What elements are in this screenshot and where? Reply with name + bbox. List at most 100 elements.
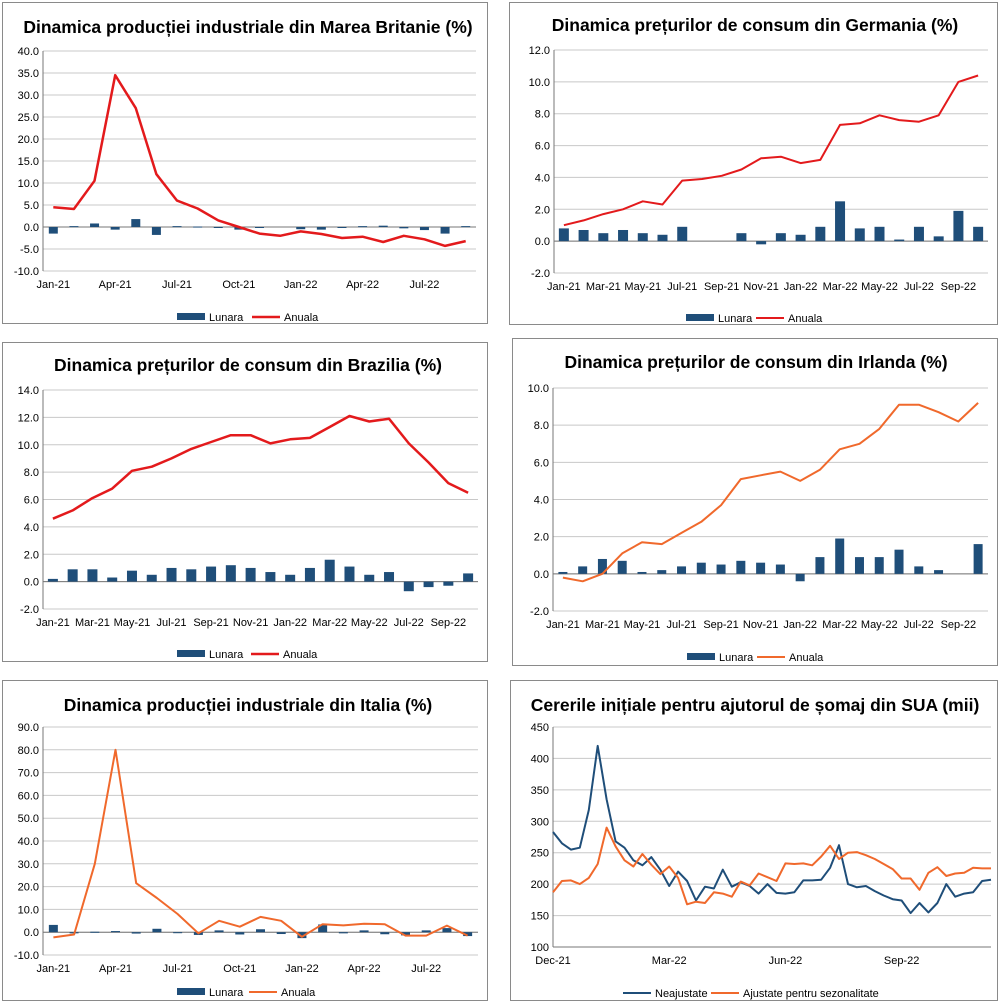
y-tick-label: 50.0: [18, 813, 39, 825]
x-tick-label: Apr-22: [346, 279, 379, 291]
y-tick-label: 10.0: [18, 178, 39, 190]
y-tick-label: 350: [531, 785, 549, 797]
series-line-anuala: [562, 402, 979, 583]
y-tick-label: 8.0: [534, 420, 549, 432]
legend-label-lunara: Lunara: [718, 313, 753, 325]
x-tick-label: Jan-21: [547, 281, 581, 293]
legend-swatch-lunara: [177, 313, 205, 320]
y-tick-label: 15.0: [18, 156, 39, 168]
legend-label-ajustate: Ajustate pentru sezonalitate: [743, 988, 879, 1000]
y-tick-label: -10.0: [14, 266, 39, 278]
bar: [597, 558, 607, 574]
y-tick-label: 4.0: [535, 172, 550, 184]
y-tick-label: 0.0: [535, 236, 550, 248]
x-tick-label: Jan-22: [284, 279, 318, 291]
y-tick-label: 2.0: [534, 532, 549, 544]
bar: [337, 227, 347, 228]
y-tick-label: 150: [531, 911, 549, 923]
bar: [657, 234, 668, 242]
x-tick-label: Jan-21: [36, 617, 70, 629]
series-line-ajustate: [552, 826, 991, 906]
x-tick-label: Jan-21: [36, 279, 70, 291]
bar: [245, 567, 256, 582]
bar: [90, 931, 100, 933]
bar: [214, 930, 224, 933]
bar: [835, 538, 845, 574]
x-tick-label: Mar-22: [823, 281, 858, 293]
bar: [440, 227, 450, 234]
bar: [234, 227, 244, 230]
y-tick-label: 70.0: [18, 768, 39, 780]
x-tick-label: Jul-21: [667, 619, 697, 631]
legend-label-anuala: Anuala: [788, 313, 823, 325]
bar: [637, 571, 647, 574]
bar: [894, 549, 904, 574]
x-tick-label: Jul-22: [904, 281, 934, 293]
y-tick-label: 2.0: [535, 204, 550, 216]
bar: [598, 233, 609, 242]
y-tick-label: 20.0: [18, 882, 39, 894]
bar: [265, 572, 276, 582]
y-tick-label: -10.0: [14, 950, 39, 962]
x-tick-label: Jul-22: [411, 963, 441, 975]
legend-label-lunara: Lunara: [209, 649, 244, 661]
y-tick-label: 10.0: [18, 440, 39, 452]
y-tick-label: 5.0: [24, 200, 39, 212]
chart-svg: Dinamica prețurilor de consum din German…: [529, 15, 988, 325]
bar: [461, 226, 471, 228]
x-tick-label: Jul-22: [409, 279, 439, 291]
bar: [775, 564, 785, 574]
bar: [736, 233, 747, 242]
y-tick-label: 25.0: [18, 112, 39, 124]
bar: [578, 566, 588, 574]
bar: [359, 930, 369, 933]
bar: [403, 581, 414, 592]
bar: [795, 573, 805, 582]
y-tick-label: -2.0: [20, 604, 39, 616]
bar: [152, 928, 162, 933]
bar: [173, 932, 183, 934]
x-tick-label: Sep-22: [941, 281, 976, 293]
bar: [48, 924, 58, 933]
chart-svg: Dinamica producției industriale din Mare…: [14, 17, 476, 324]
bar: [696, 562, 706, 574]
bar: [186, 569, 197, 582]
x-tick-label: May-22: [351, 617, 388, 629]
bar: [795, 234, 806, 242]
x-tick-label: Jul-21: [157, 617, 187, 629]
x-tick-label: Mar-22: [312, 617, 347, 629]
x-tick-label: Jul-21: [163, 963, 193, 975]
bar: [276, 932, 286, 935]
y-tick-label: 14.0: [18, 385, 39, 397]
legend-label-anuala: Anuala: [789, 652, 824, 664]
y-tick-label: 8.0: [24, 467, 39, 479]
y-tick-label: 450: [531, 722, 549, 734]
bar: [934, 570, 944, 574]
y-tick-label: 8.0: [535, 109, 550, 121]
x-tick-label: Jul-22: [904, 619, 934, 631]
chart-title: Dinamica producției industriale din Ital…: [64, 695, 433, 715]
bar: [131, 932, 141, 934]
series-line-anuala: [53, 748, 469, 939]
series-line-anuala: [563, 74, 979, 227]
bar: [255, 227, 264, 228]
x-tick-label: Mar-21: [585, 619, 620, 631]
x-tick-label: Sep-22: [431, 617, 466, 629]
y-tick-label: 0.0: [24, 927, 39, 939]
bar: [364, 574, 375, 582]
x-tick-label: Apr-21: [99, 279, 132, 291]
legend-swatch-lunara: [177, 650, 205, 657]
x-tick-label: May-21: [114, 617, 151, 629]
bar: [172, 226, 182, 228]
bar: [443, 581, 454, 586]
legend-label-lunara: Lunara: [209, 987, 244, 999]
chart-legend: Neajustate Ajustate pentru sezonalitate: [623, 988, 879, 1000]
y-tick-label: 250: [531, 848, 549, 860]
y-tick-label: 30.0: [18, 90, 39, 102]
x-tick-label: May-22: [861, 281, 898, 293]
x-tick-label: Sep-21: [704, 281, 739, 293]
bar: [637, 233, 648, 242]
x-tick-label: Jan-22: [783, 619, 817, 631]
bar: [110, 227, 120, 230]
bar: [344, 566, 355, 582]
